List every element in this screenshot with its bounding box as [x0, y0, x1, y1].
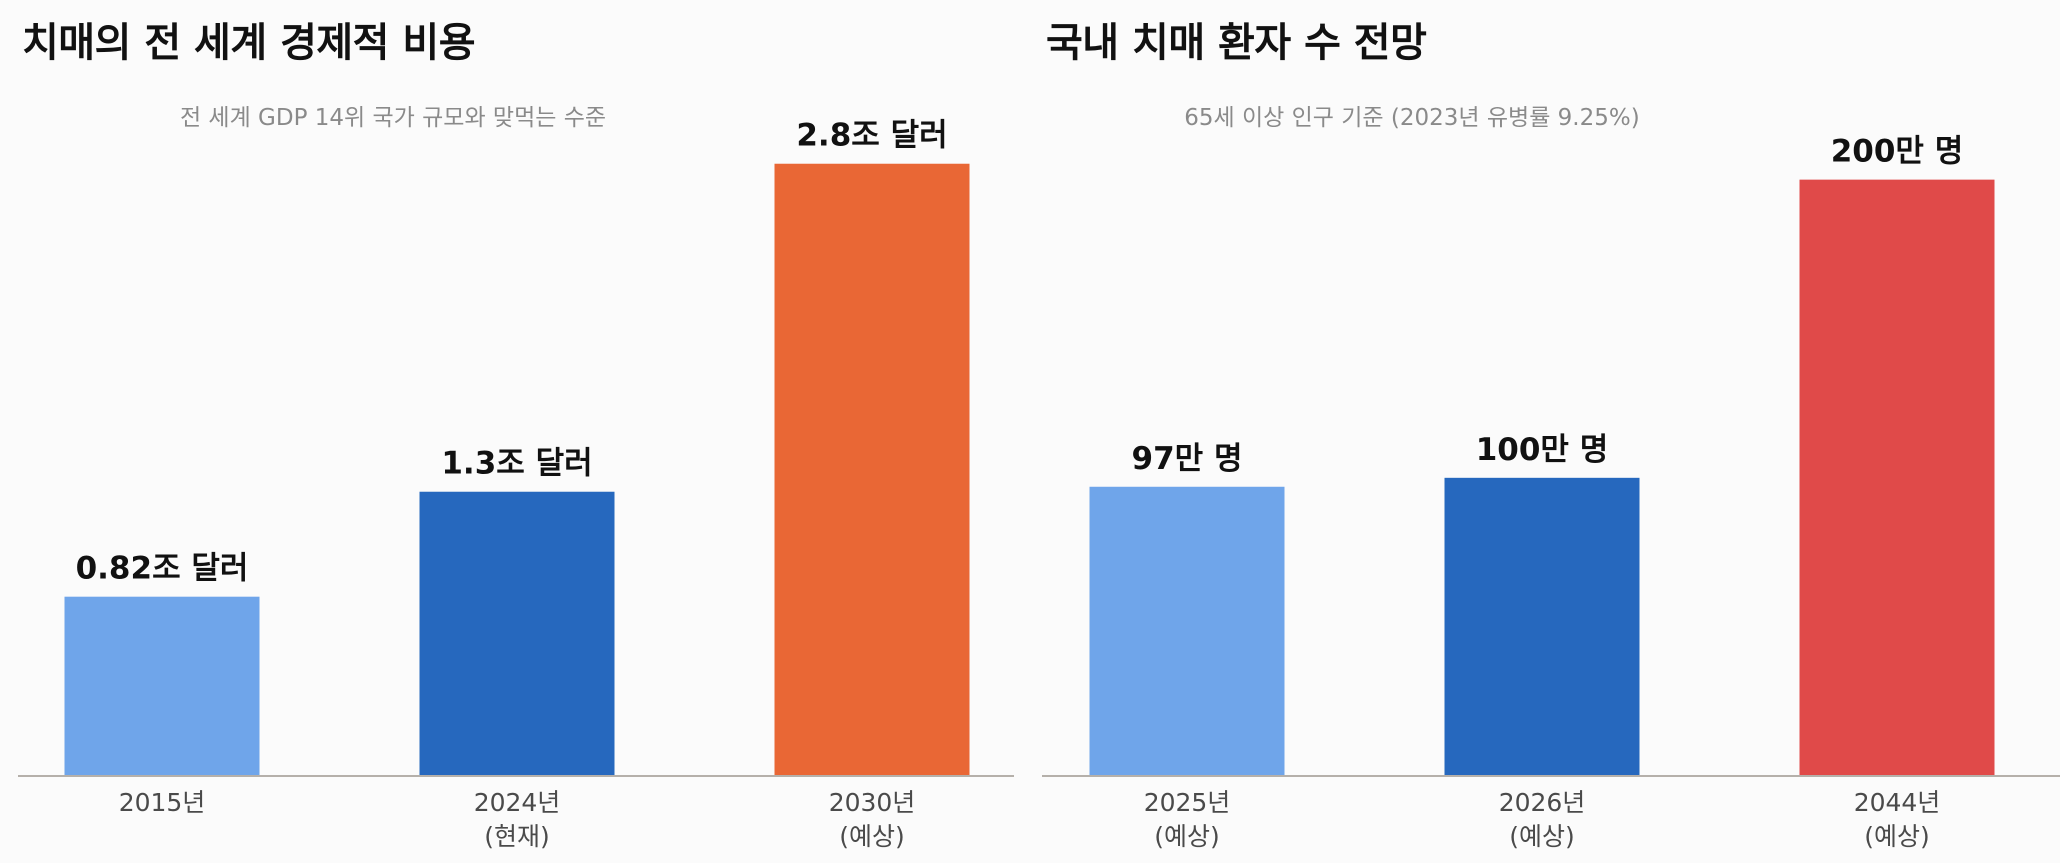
x-tick-label: 2026년	[1499, 788, 1586, 817]
data-label: 2.8조 달러	[796, 118, 947, 154]
chart-subtitle: 전 세계 GDP 14위 국가 규모와 맞먹는 수준	[179, 105, 607, 131]
x-tick-label: 2015년	[119, 788, 206, 817]
bar	[1799, 179, 1995, 777]
cost-bar-chart: 0.82조 달러 2015년 1.3조 달러 2024년 (현재) 2.8조 달러 2030…	[18, 118, 1014, 851]
x-tick-label: 2025년	[1144, 788, 1231, 817]
data-label: 200만 명	[1831, 134, 1964, 170]
data-label: 1.3조 달러	[441, 446, 592, 482]
data-label: 100만 명	[1476, 432, 1609, 468]
x-tick-label: (예상)	[1154, 822, 1220, 851]
chart-title: 국내 치매 환자 수 전망	[1046, 20, 1427, 66]
data-label: 0.82조 달러	[76, 551, 249, 587]
patients-bar-chart: 97만 명 2025년 (예상) 100만 명 2026년 (예상) 200만 명 2044년…	[1042, 134, 2060, 851]
bar	[774, 163, 970, 776]
x-tick-label: 2024년	[474, 788, 561, 817]
x-tick-label: (예상)	[1509, 822, 1575, 851]
chart-title: 치매의 전 세계 경제적 비용	[22, 20, 476, 66]
data-label: 97만 명	[1132, 441, 1243, 477]
bar	[64, 596, 260, 776]
x-tick-label: 2044년	[1854, 788, 1941, 817]
bar	[1444, 477, 1640, 776]
bar	[1089, 486, 1285, 776]
chart-subtitle: 65세 이상 인구 기준 (2023년 유병률 9.25%)	[1184, 105, 1640, 131]
x-tick-label: (현재)	[484, 822, 550, 851]
x-tick-label: (예상)	[839, 822, 905, 851]
patients-chart-panel: 국내 치매 환자 수 전망 65세 이상 인구 기준 (2023년 유병률 9.…	[1042, 0, 2060, 863]
bar	[419, 491, 615, 776]
x-tick-label: 2030년	[829, 788, 916, 817]
x-tick-label: (예상)	[1864, 822, 1930, 851]
cost-chart-panel: 치매의 전 세계 경제적 비용 전 세계 GDP 14위 국가 규모와 맞먹는 …	[18, 0, 1018, 863]
